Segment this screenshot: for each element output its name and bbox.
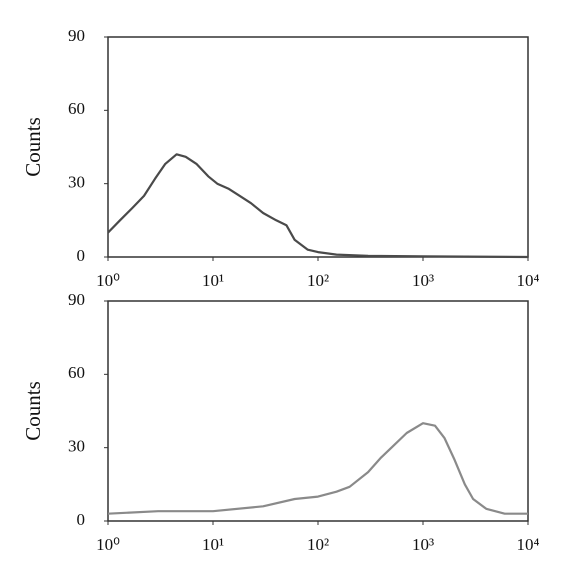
y-tick-label: 0	[77, 510, 86, 529]
y-tick-label: 60	[68, 363, 85, 382]
y-tick-label: 60	[68, 99, 85, 118]
x-tick-label: 10⁰	[96, 271, 120, 290]
x-tick-label: 10²	[307, 271, 329, 290]
y-tick-label: 90	[68, 290, 85, 309]
histogram-line	[107, 153, 529, 259]
y-tick-label: 90	[68, 26, 85, 45]
x-tick-label: 10³	[412, 535, 434, 554]
y-axis-label: Counts	[21, 381, 45, 441]
y-tick-label: 30	[68, 173, 85, 192]
x-tick-label: 10¹	[202, 271, 224, 290]
x-tick-label: 10³	[412, 271, 434, 290]
x-tick-label: 10⁴	[517, 535, 540, 554]
x-tick-label: 10²	[307, 535, 329, 554]
x-tick-label: 10⁰	[96, 535, 120, 554]
histogram-line	[107, 422, 528, 515]
y-tick-label: 30	[68, 437, 85, 456]
y-axis-label: Counts	[21, 117, 45, 177]
x-tick-label: 10¹	[202, 535, 224, 554]
y-tick-label: 0	[77, 246, 86, 265]
x-tick-label: 10⁴	[517, 271, 540, 290]
plot-frame	[107, 36, 529, 258]
plot-frame	[107, 300, 529, 522]
